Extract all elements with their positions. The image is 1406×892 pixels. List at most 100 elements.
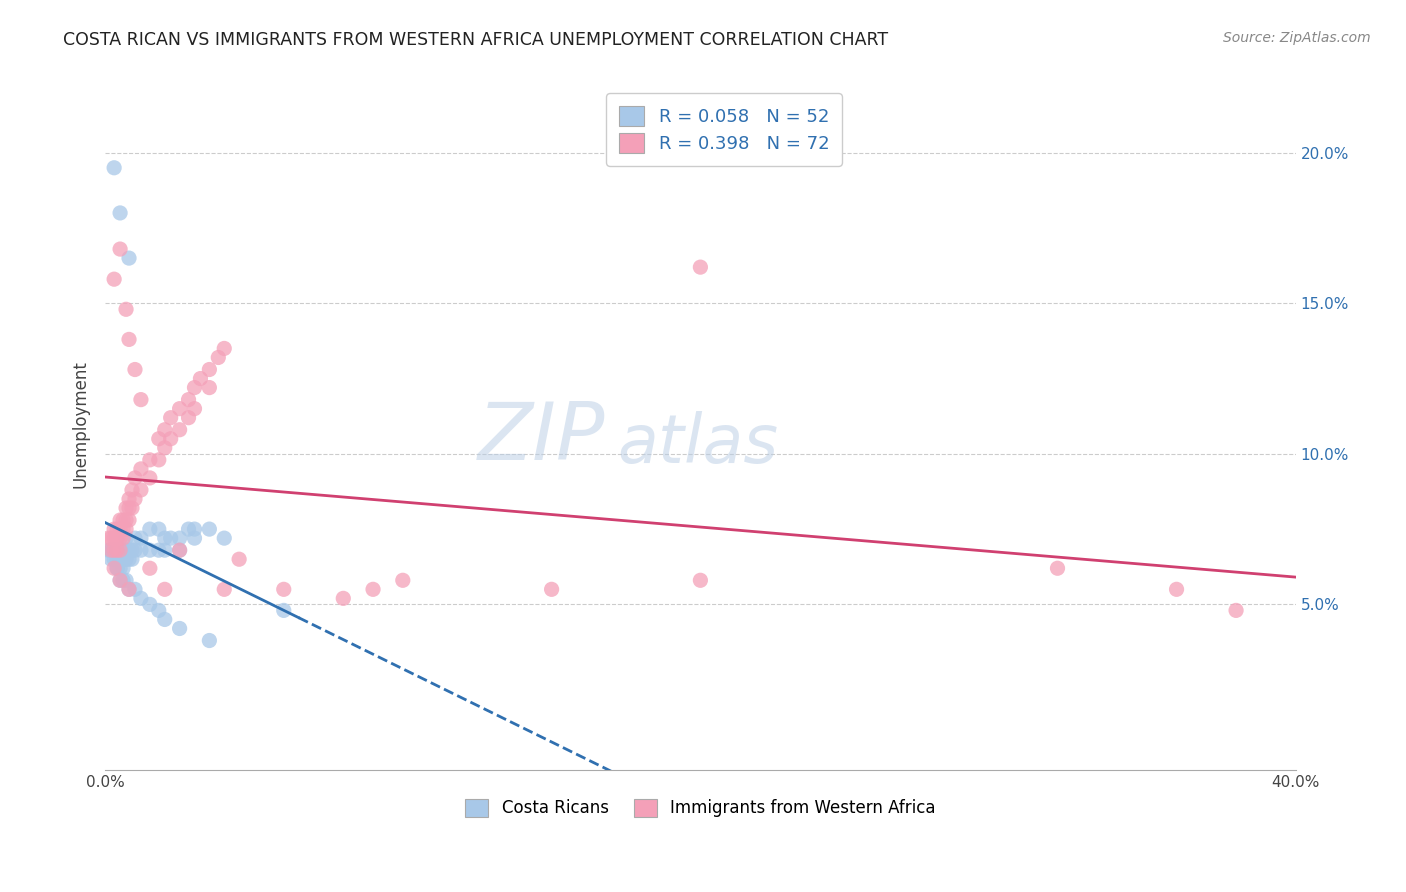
Point — [112, 543, 135, 558]
Point — [273, 582, 295, 597]
Point — [124, 582, 146, 597]
Point — [103, 531, 125, 545]
Point — [1166, 582, 1188, 597]
Point — [207, 351, 229, 365]
Point — [169, 531, 191, 545]
Point — [112, 552, 135, 566]
Point — [105, 531, 128, 545]
Point — [118, 543, 141, 558]
Point — [115, 302, 138, 317]
Point — [124, 362, 146, 376]
Point — [121, 552, 143, 566]
Point — [153, 531, 176, 545]
Point — [159, 531, 181, 545]
Text: atlas: atlas — [617, 411, 778, 477]
Point — [121, 483, 143, 497]
Point — [103, 272, 125, 286]
Point — [198, 522, 221, 536]
Point — [139, 471, 162, 485]
Point — [105, 522, 128, 536]
Point — [212, 531, 235, 545]
Point — [169, 423, 191, 437]
Point — [159, 410, 181, 425]
Point — [129, 543, 152, 558]
Point — [148, 603, 170, 617]
Point — [118, 501, 141, 516]
Point — [118, 333, 141, 347]
Point — [108, 242, 131, 256]
Point — [108, 513, 131, 527]
Point — [273, 603, 295, 617]
Point — [112, 531, 135, 545]
Point — [1225, 603, 1247, 617]
Point — [190, 371, 212, 385]
Point — [124, 471, 146, 485]
Point — [103, 161, 125, 175]
Point — [115, 501, 138, 516]
Point — [183, 531, 205, 545]
Point — [159, 432, 181, 446]
Text: COSTA RICAN VS IMMIGRANTS FROM WESTERN AFRICA UNEMPLOYMENT CORRELATION CHART: COSTA RICAN VS IMMIGRANTS FROM WESTERN A… — [63, 31, 889, 49]
Point — [198, 362, 221, 376]
Point — [105, 543, 128, 558]
Point — [183, 381, 205, 395]
Point — [103, 561, 125, 575]
Point — [139, 561, 162, 575]
Point — [112, 574, 135, 588]
Point — [118, 582, 141, 597]
Point — [129, 531, 152, 545]
Point — [100, 552, 122, 566]
Point — [108, 574, 131, 588]
Point — [129, 483, 152, 497]
Point — [139, 543, 162, 558]
Point — [212, 342, 235, 356]
Point — [100, 531, 122, 545]
Point — [108, 543, 131, 558]
Point — [139, 522, 162, 536]
Point — [118, 491, 141, 506]
Point — [198, 381, 221, 395]
Point — [108, 552, 131, 566]
Point — [105, 561, 128, 575]
Point — [105, 552, 128, 566]
Point — [108, 561, 131, 575]
Point — [118, 513, 141, 527]
Point — [112, 522, 135, 536]
Point — [148, 432, 170, 446]
Point — [115, 513, 138, 527]
Point — [115, 552, 138, 566]
Legend: Costa Ricans, Immigrants from Western Africa: Costa Ricans, Immigrants from Western Af… — [458, 792, 942, 824]
Point — [689, 260, 711, 274]
Point — [118, 552, 141, 566]
Point — [97, 531, 120, 545]
Point — [177, 522, 200, 536]
Point — [129, 591, 152, 606]
Point — [103, 543, 125, 558]
Point — [169, 401, 191, 416]
Point — [139, 598, 162, 612]
Point — [100, 543, 122, 558]
Point — [124, 491, 146, 506]
Point — [124, 531, 146, 545]
Y-axis label: Unemployment: Unemployment — [72, 359, 89, 488]
Point — [115, 543, 138, 558]
Point — [177, 392, 200, 407]
Point — [108, 574, 131, 588]
Point — [108, 543, 131, 558]
Point — [332, 591, 354, 606]
Point — [108, 531, 131, 545]
Point — [103, 522, 125, 536]
Point — [121, 543, 143, 558]
Point — [1046, 561, 1069, 575]
Point — [183, 522, 205, 536]
Point — [103, 543, 125, 558]
Point — [115, 531, 138, 545]
Point — [103, 552, 125, 566]
Point — [129, 462, 152, 476]
Point — [689, 574, 711, 588]
Point — [118, 582, 141, 597]
Point — [121, 501, 143, 516]
Point — [148, 453, 170, 467]
Point — [118, 251, 141, 265]
Point — [124, 543, 146, 558]
